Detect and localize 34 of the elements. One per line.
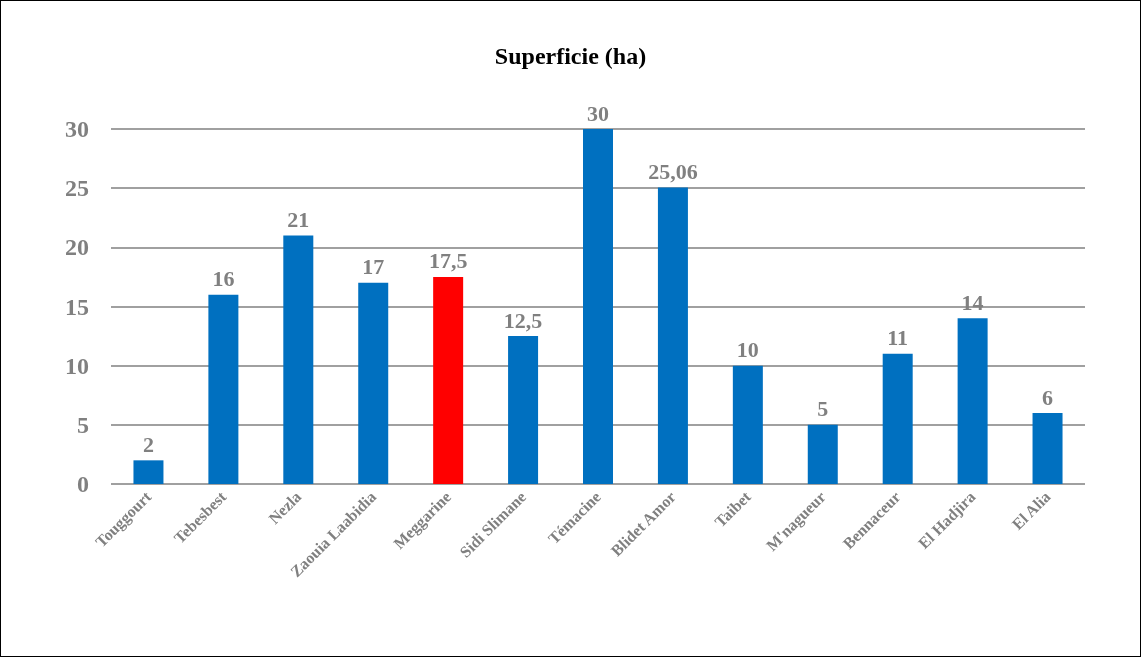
- data-label: 16: [212, 266, 235, 292]
- data-label: 21: [287, 207, 310, 232]
- data-label: 5: [817, 396, 829, 422]
- bar: [433, 276, 464, 484]
- y-tick-label: 10: [65, 352, 89, 379]
- chart-title: Superficie (ha): [494, 43, 647, 69]
- data-label: 6: [1042, 384, 1054, 410]
- bar: [283, 235, 314, 484]
- bar: [133, 460, 164, 484]
- y-tick-label: 0: [77, 471, 89, 497]
- data-label: 17,5: [428, 248, 468, 274]
- data-label: 11: [887, 325, 909, 351]
- bar: [657, 187, 688, 484]
- bar: [957, 318, 988, 484]
- bar: [358, 282, 389, 484]
- bar: [807, 424, 838, 484]
- data-label: 2: [142, 431, 154, 457]
- data-label: 17: [362, 254, 385, 280]
- data-label: 25,06: [648, 158, 698, 184]
- x-tick-label: El Alia: [1008, 487, 1054, 533]
- y-tick-label: 25: [65, 175, 89, 202]
- data-label: 12,5: [503, 307, 543, 333]
- y-tick-label: 5: [77, 411, 89, 438]
- bar: [508, 336, 539, 484]
- bar: [882, 353, 913, 484]
- y-tick-label: 30: [65, 116, 89, 142]
- bar: [732, 365, 763, 484]
- y-tick-label: 15: [65, 293, 89, 320]
- bar: [208, 294, 239, 484]
- bar: [583, 129, 613, 484]
- data-label: 10: [736, 337, 759, 363]
- data-label: 30: [587, 100, 609, 126]
- bar: [1032, 413, 1063, 484]
- y-tick-label: 20: [65, 234, 89, 261]
